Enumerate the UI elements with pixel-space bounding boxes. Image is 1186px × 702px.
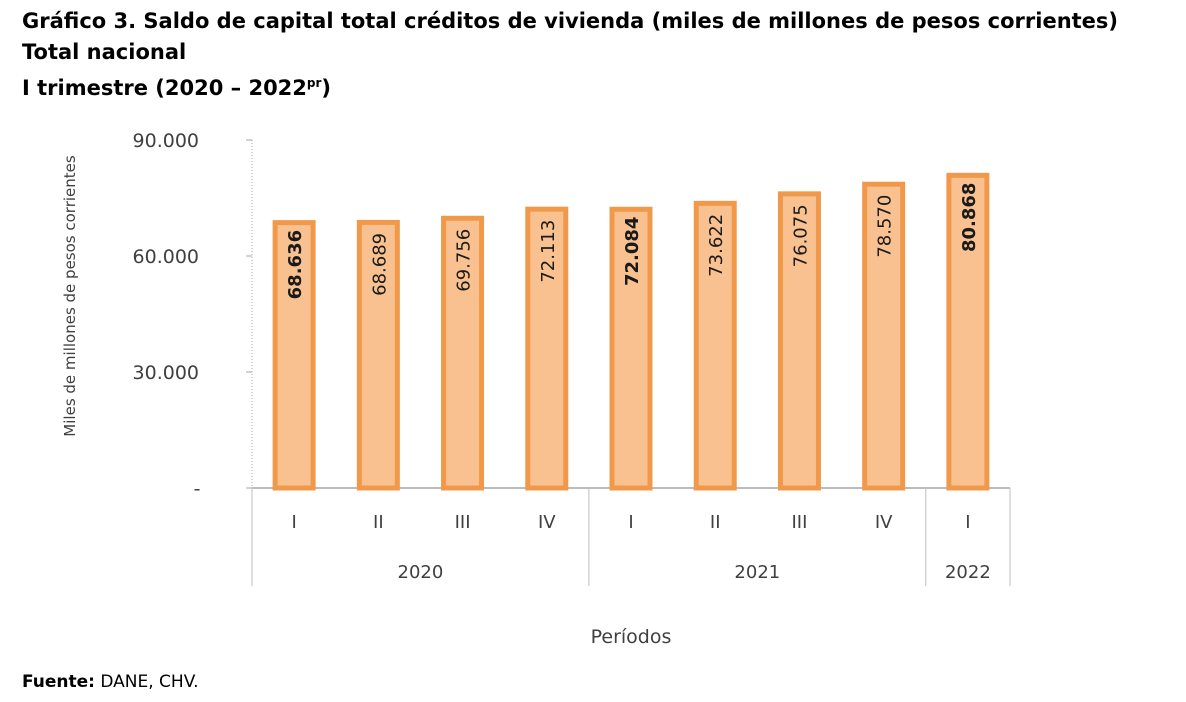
y-tick-label: 30.000 [133, 362, 199, 384]
data-label: 68.636 [285, 230, 306, 299]
y-tick-label: - [194, 478, 201, 500]
chart-subtitle-region: Total nacional [22, 40, 187, 64]
x-category-label: I [291, 512, 296, 533]
data-label: 69.756 [454, 229, 475, 292]
x-group-label: 2022 [945, 562, 991, 583]
period-text: I trimestre (2020 – 2022 [22, 76, 307, 100]
bar [441, 215, 485, 491]
x-category-label: IV [538, 512, 556, 533]
y-tick-label: 60.000 [133, 246, 199, 268]
x-category-label: I [628, 512, 633, 533]
x-category-label: II [373, 512, 384, 533]
x-category-label: IV [875, 512, 893, 533]
x-group-label: 2020 [398, 562, 444, 583]
data-label: 78.570 [875, 195, 896, 258]
bar [946, 172, 990, 491]
source-note: Fuente: DANE, CHV. [22, 672, 199, 692]
bar [777, 191, 821, 491]
data-label: 80.868 [959, 183, 980, 252]
period-close: ) [321, 76, 332, 100]
bar [693, 200, 737, 491]
preliminary-superscript: pr [306, 76, 322, 90]
data-label: 68.689 [369, 233, 390, 296]
bar [272, 220, 316, 491]
source-label: Fuente: [22, 672, 95, 692]
chart-title: Gráfico 3. Saldo de capital total crédit… [22, 9, 1119, 33]
data-label: 76.075 [790, 204, 811, 267]
chart-title-block: Gráfico 3. Saldo de capital total crédit… [22, 6, 1118, 104]
bar [609, 206, 653, 491]
chart-subtitle-period: I trimestre (2020 – 2022pr) [22, 68, 1118, 104]
y-tick-label: 90.000 [133, 130, 199, 152]
source-text: DANE, CHV. [94, 672, 199, 692]
x-category-label: III [455, 512, 471, 533]
data-label: 73.622 [706, 214, 727, 277]
bar [862, 181, 906, 491]
x-category-label: II [710, 512, 721, 533]
x-category-label: I [965, 512, 970, 533]
data-label: 72.113 [538, 220, 559, 283]
y-axis-title: Miles de millones de pesos corrientes [61, 155, 79, 437]
x-category-label: III [791, 512, 807, 533]
bar [525, 206, 569, 491]
data-label: 72.084 [622, 217, 643, 286]
x-axis-title: Períodos [591, 626, 672, 648]
bar [356, 219, 400, 491]
x-group-label: 2021 [734, 562, 780, 583]
